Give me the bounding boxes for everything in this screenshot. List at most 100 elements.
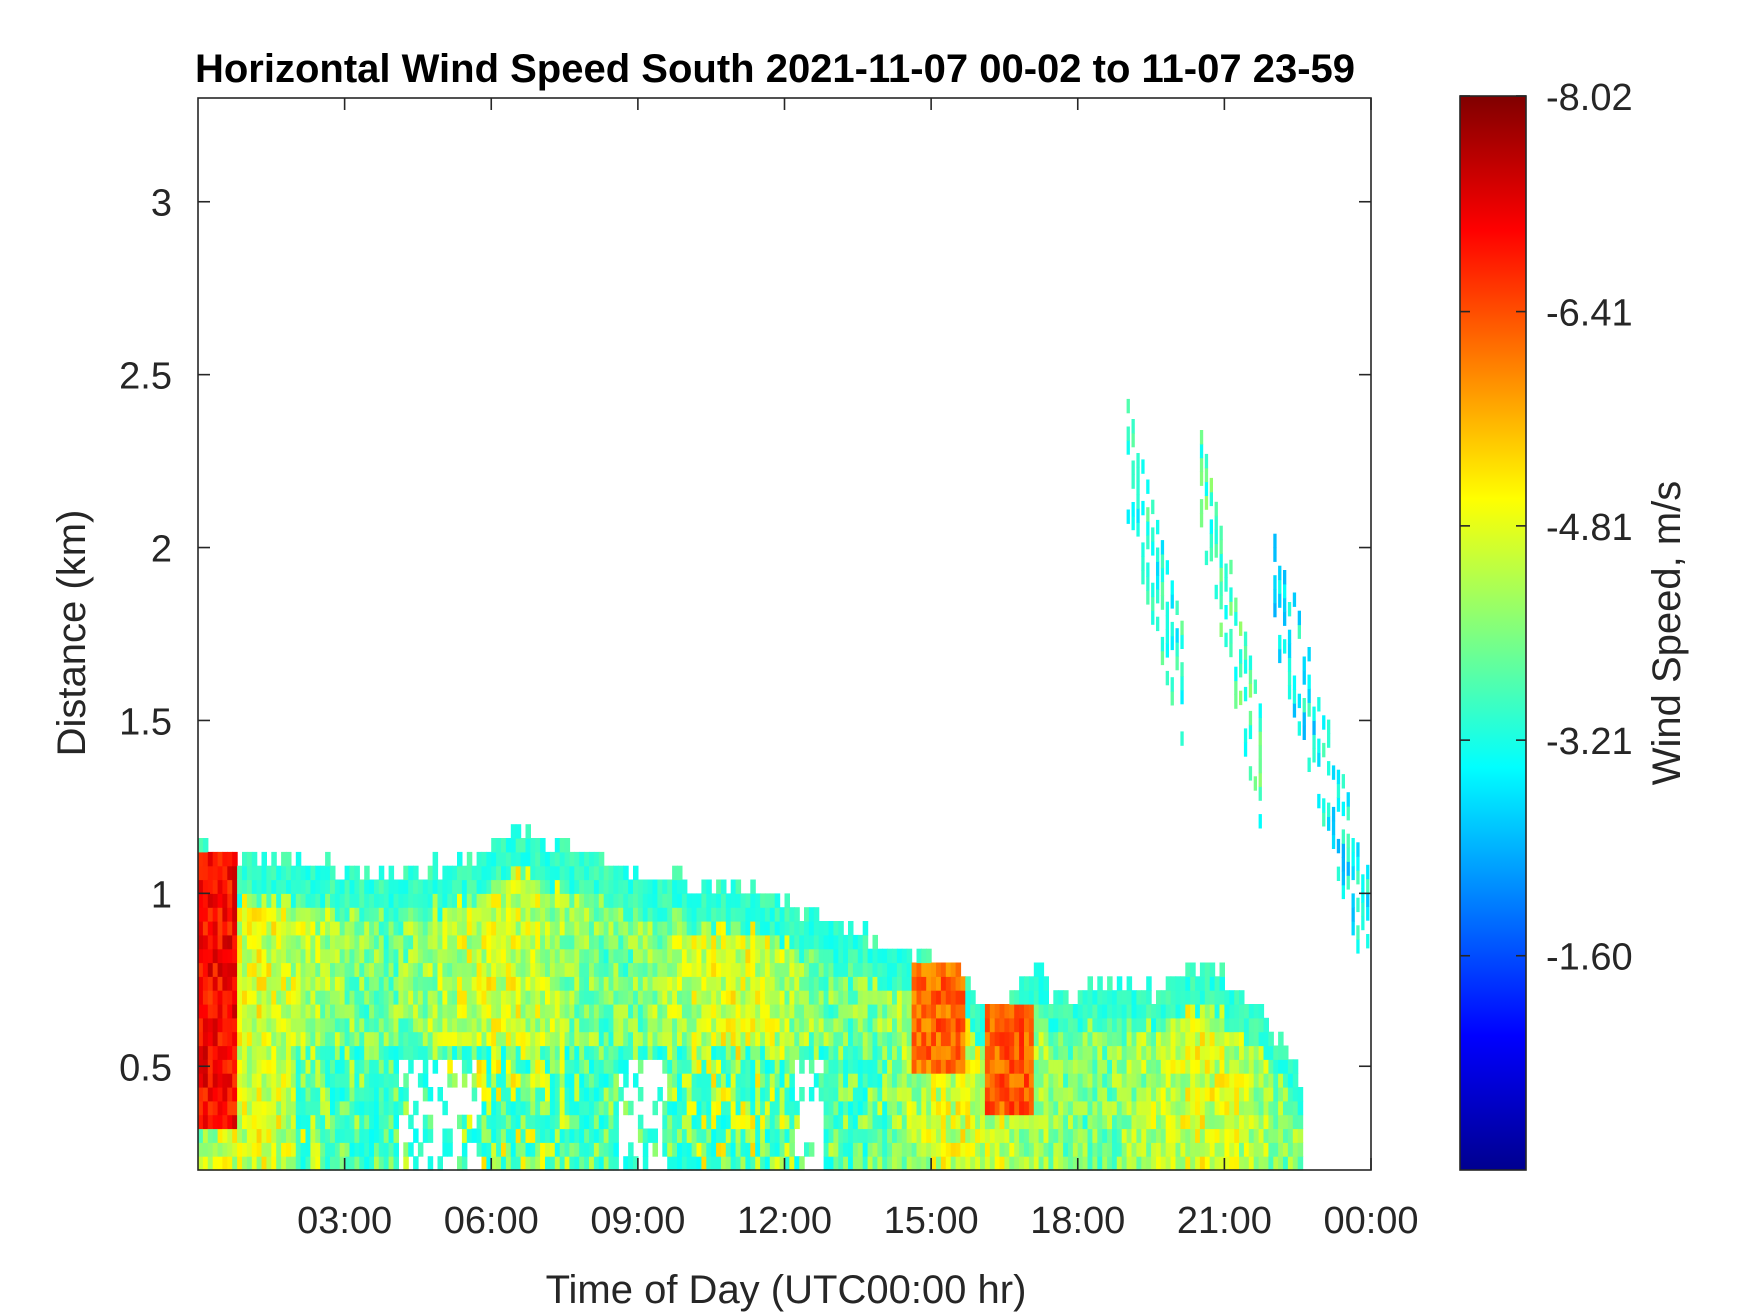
heatmap-cell [584,1114,590,1130]
heatmap-cell [1146,1100,1152,1116]
heatmap-cell [271,1128,277,1143]
heatmap-cell [1346,875,1350,890]
heatmap-cell [515,851,522,867]
heatmap-cell [559,1045,566,1060]
heatmap-cell [202,1045,209,1060]
heatmap-cell [892,1156,898,1171]
heatmap-cell [246,1156,253,1171]
heatmap-cell [325,1059,331,1074]
heatmap-cell [862,1142,869,1157]
heatmap-cell [725,990,732,1005]
heatmap-cell [579,907,585,922]
heatmap-cell [1234,1004,1240,1019]
heatmap-cell [1160,1100,1167,1116]
heatmap-cell [1019,1087,1025,1102]
heatmap-cell [764,948,771,964]
heatmap-cell [706,1100,712,1116]
heatmap-cell [281,976,287,991]
heatmap-cell [725,1128,732,1143]
heatmap-cell [1097,990,1103,1005]
heatmap-cell [867,962,874,977]
heatmap-cell [774,893,781,908]
heatmap-cell [784,921,790,936]
heatmap-cell [730,1142,737,1157]
heatmap-cell [374,1142,380,1157]
heatmap-cell [984,1031,991,1047]
heatmap-cell [520,1073,527,1088]
heatmap-cell [1175,1073,1181,1088]
heatmap-cell [1209,1059,1216,1074]
heatmap-cell [696,893,702,908]
heatmap-cell [549,1031,556,1047]
heatmap-cell [838,976,844,991]
heatmap-cell [212,907,219,922]
heatmap-cell [471,1004,478,1019]
heatmap-cell [1219,594,1223,610]
heatmap-cell [242,879,248,894]
heatmap-cell [960,1114,966,1130]
heatmap-cell [1199,1073,1206,1088]
heatmap-cell [232,976,238,991]
heatmap-cell [633,962,639,977]
heatmap-cell [486,1004,492,1019]
heatmap-cell [1258,1114,1265,1130]
heatmap-cell [510,1045,517,1060]
heatmap-cell [403,1087,409,1102]
heatmap-cell [1019,1073,1025,1088]
heatmap-cell [1268,1087,1274,1102]
heatmap-cell [975,1114,981,1130]
heatmap-cell [330,1156,336,1171]
heatmap-cell [1234,1156,1240,1171]
heatmap-cell [603,865,610,881]
heatmap-cell [447,1142,453,1157]
heatmap-cell [359,1128,365,1143]
heatmap-cell [510,1004,517,1019]
heatmap-cell [789,1059,795,1074]
heatmap-cell [510,962,517,977]
heatmap-cell [364,1087,370,1102]
heatmap-cell [246,948,253,964]
heatmap-cell [613,879,619,894]
heatmap-cell [906,1059,913,1074]
heatmap-cell [950,1045,957,1060]
heatmap-cell [271,976,277,991]
heatmap-cell [545,934,551,950]
heatmap-cell [1097,1045,1103,1060]
heatmap-cell [1131,419,1135,434]
heatmap-cell [545,1059,551,1074]
heatmap-cell [1180,1114,1186,1130]
heatmap-cell [960,990,966,1005]
heatmap-cell [569,990,575,1005]
heatmap-cell [887,1004,893,1019]
heatmap-cell [633,865,639,881]
heatmap-cell [852,1100,859,1116]
heatmap-cell [896,1156,903,1171]
heatmap-cell [481,907,487,922]
heatmap-cell [569,921,575,936]
heatmap-cell [916,976,922,991]
heatmap-cell [369,976,375,991]
heatmap-cell [300,976,307,991]
heatmap-cell [828,976,834,991]
heatmap-cell [486,1156,492,1171]
heatmap-cell [276,1045,282,1060]
heatmap-cell [286,851,292,867]
heatmap-cell [349,934,355,950]
heatmap-cell [1107,1156,1113,1171]
heatmap-cell [1028,1073,1035,1088]
heatmap-cell [681,962,688,977]
heatmap-cell [1185,1004,1191,1019]
heatmap-cell [1043,1128,1049,1143]
heatmap-cell [286,976,292,991]
heatmap-cell [1038,1004,1045,1019]
heatmap-cell [1361,888,1365,903]
heatmap-cell [730,1114,737,1130]
heatmap-cell [1068,1087,1074,1102]
heatmap-cell [266,1156,272,1171]
heatmap-cell [1141,1142,1147,1157]
heatmap-cell [887,1059,893,1074]
heatmap-cell [677,1114,683,1130]
heatmap-cell [1214,1114,1221,1130]
heatmap-cell [569,962,575,977]
heatmap-cell [813,1045,820,1060]
